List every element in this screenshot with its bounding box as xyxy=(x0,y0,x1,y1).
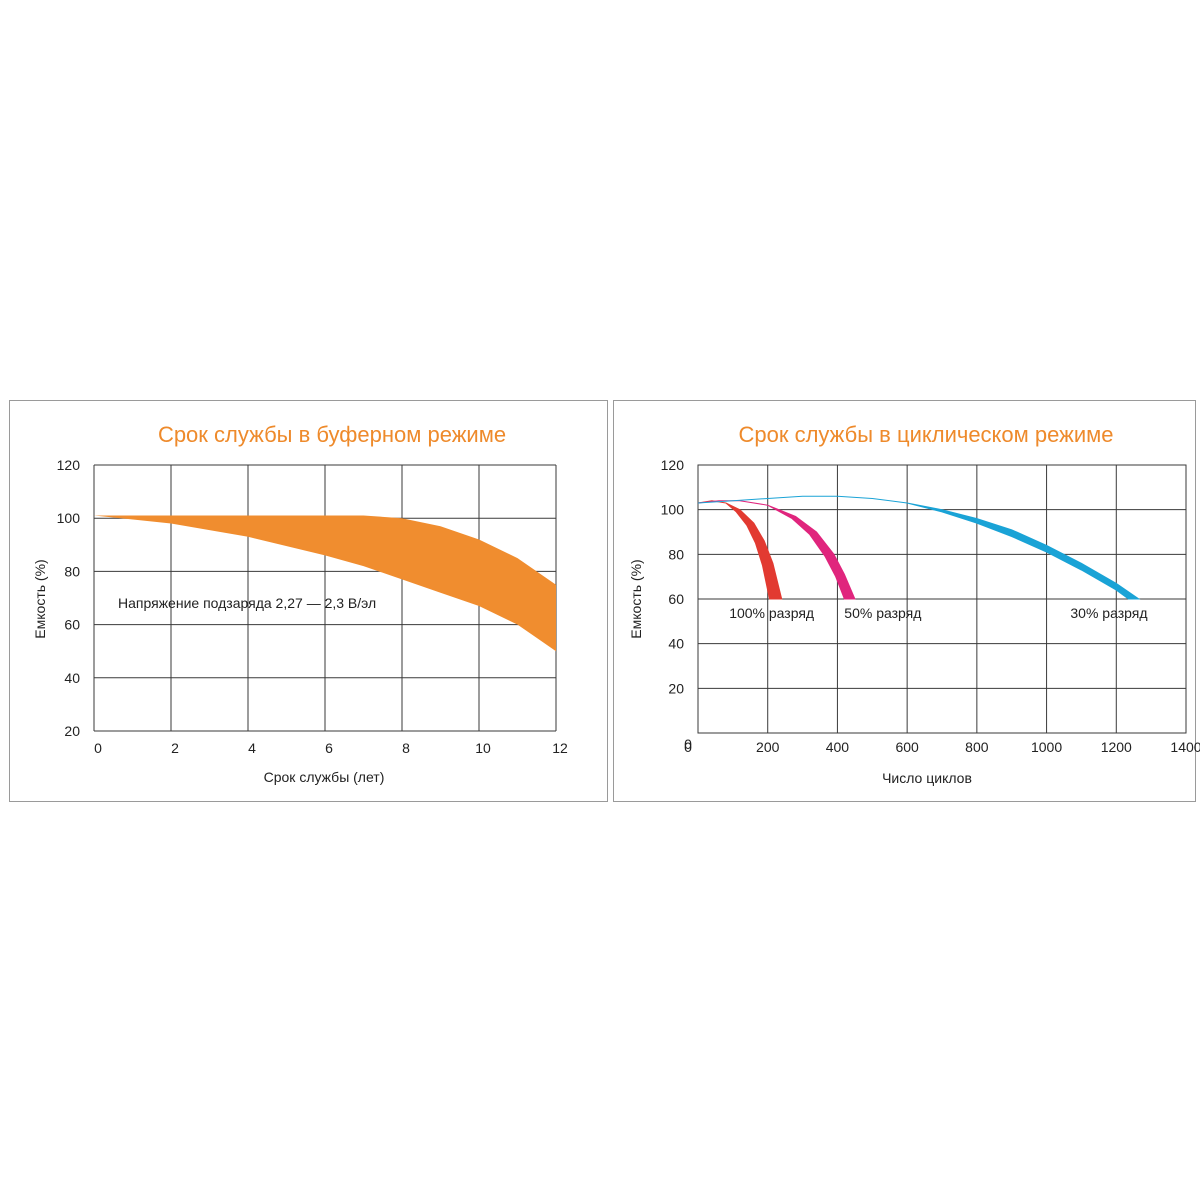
x-tick-label: 800 xyxy=(965,739,989,755)
series-band xyxy=(697,500,856,600)
x-tick-label: 0 xyxy=(684,739,692,755)
capacity-band xyxy=(94,515,556,652)
x-tick-labels: 0 200 400 600 800 1000 1200 1400 xyxy=(684,739,1200,755)
x-tick-label: 1400 xyxy=(1170,739,1200,755)
data-marks xyxy=(697,495,1141,600)
series-band xyxy=(697,500,783,600)
x-tick-label: 0 xyxy=(94,740,102,756)
chart-title: Срок службы в буферном режиме xyxy=(158,422,506,447)
cyclic-chart-svg: Срок службы в циклическом режиме 0 200 400… xyxy=(628,422,1200,786)
y-tick-label: 20 xyxy=(668,680,684,696)
series-label: 30% разряд xyxy=(1070,605,1147,621)
series-label: 100% разряд xyxy=(729,605,814,621)
y-tick-label: 60 xyxy=(64,617,80,633)
x-axis-label: Число циклов xyxy=(882,770,972,786)
x-tick-label: 1000 xyxy=(1031,739,1062,755)
x-tick-label: 12 xyxy=(552,740,568,756)
y-tick-label: 20 xyxy=(64,723,80,739)
chart-title: Срок службы в циклическом режиме xyxy=(739,422,1114,447)
x-tick-label: 1200 xyxy=(1101,739,1132,755)
x-axis-label: Срок службы (лет) xyxy=(264,769,385,785)
y-tick-label: 40 xyxy=(668,636,684,652)
x-tick-label: 10 xyxy=(475,740,491,756)
x-tick-label: 600 xyxy=(895,739,919,755)
chart-panel-cyclic: Срок службы в циклическом режиме 0 200 400… xyxy=(613,400,1200,802)
x-tick-label: 6 xyxy=(325,740,333,756)
x-tick-label: 400 xyxy=(826,739,850,755)
y-tick-label: 80 xyxy=(64,563,80,579)
x-tick-label: 4 xyxy=(248,740,256,756)
y-tick-label: 100 xyxy=(661,502,685,518)
y-tick-label: 80 xyxy=(668,546,684,562)
y-tick-label: 120 xyxy=(661,457,685,473)
y-axis-label: Емкость (%) xyxy=(628,559,644,638)
x-tick-label: 2 xyxy=(171,740,179,756)
y-axis-label: Емкость (%) xyxy=(32,559,48,638)
x-tick-label: 200 xyxy=(756,739,780,755)
y-tick-label: 120 xyxy=(57,457,81,473)
y-tick-label: 0 xyxy=(684,736,692,752)
y-tick-label: 40 xyxy=(64,670,80,686)
y-tick-labels: 20 40 60 80 100 120 0 xyxy=(661,457,692,752)
data-marks xyxy=(94,515,556,652)
series-label: 50% разряд xyxy=(844,605,921,621)
y-tick-label: 100 xyxy=(57,510,81,526)
chart-panel-buffer: Срок службы в буферном режиме 0 2 4 6 8 10 12 … xyxy=(9,400,608,802)
x-tick-label: 8 xyxy=(402,740,410,756)
y-tick-label: 60 xyxy=(668,591,684,607)
x-tick-labels: 0 2 4 6 8 10 12 xyxy=(94,740,568,756)
charge-voltage-annotation: Напряжение подзаряда 2,27 — 2,3 В/эл xyxy=(118,595,376,611)
series-labels: 100% разряд 50% разряд 30% разряд xyxy=(729,605,1147,621)
buffer-chart-svg: Срок службы в буферном режиме 0 2 4 6 8 10 12 … xyxy=(32,422,568,785)
series-band xyxy=(697,495,1141,600)
y-tick-labels: 20 40 60 80 100 120 xyxy=(57,457,81,739)
